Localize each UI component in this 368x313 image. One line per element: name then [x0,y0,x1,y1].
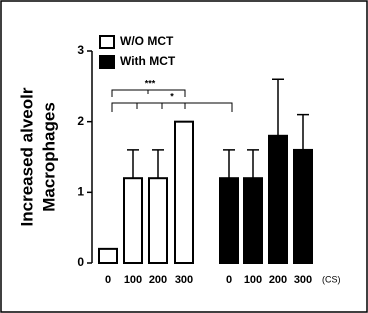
annotation: *** [145,78,156,88]
y-tick-label: 1 [77,185,84,199]
error-bar [297,113,309,150]
x-tick-label: 0 [105,274,111,286]
bar [98,247,118,265]
legend-label: With MCT [120,54,176,68]
error-bar [223,149,235,179]
y-tick-label: 0 [77,255,84,269]
error-bar [152,149,164,179]
bar [148,177,168,264]
y-label: Increased alveolr [17,87,36,226]
annotation: * [170,91,174,101]
bar [243,177,263,264]
x-tick-label: 0 [226,274,232,286]
x-unit-label: (CS) [322,274,341,284]
bar [123,177,143,264]
x-tick-label: 300 [294,274,312,286]
bracket [111,102,233,112]
y-tick-label: 2 [77,114,84,128]
error-bar [247,149,259,179]
significance-brackets [111,89,233,112]
legend-swatch [99,55,115,69]
x-tick-label: 200 [269,274,287,286]
x-tick-label: 100 [124,274,142,286]
bar [293,148,313,264]
legend-swatch [99,35,115,49]
legend-label: W/O MCT [120,34,174,48]
error-bar [127,149,139,179]
error-bar [272,78,284,136]
bracket [111,89,186,97]
x-tick-label: 300 [175,274,193,286]
x-tick-label: 200 [149,274,167,286]
y-tick-label: 3 [77,43,84,57]
x-tick-label: 100 [244,274,262,286]
y-label: Macrophages [39,102,58,212]
bar [174,120,194,264]
bar [219,177,239,264]
bar [268,134,288,264]
